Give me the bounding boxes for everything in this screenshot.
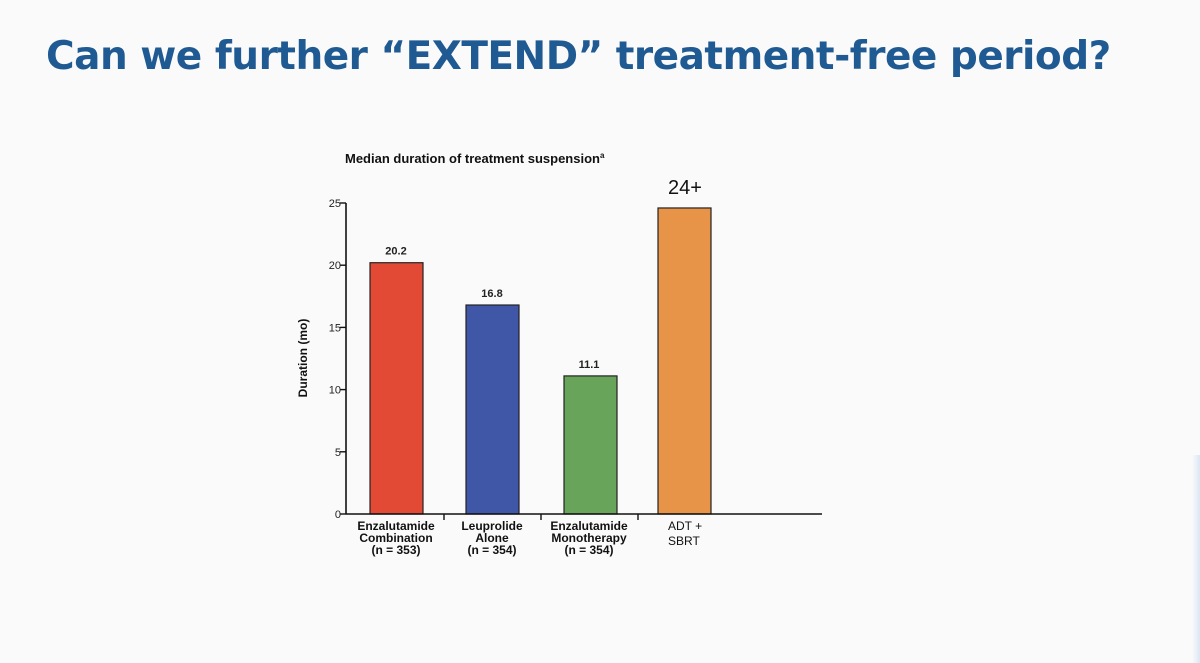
bar-value-label: 24+ — [668, 177, 702, 199]
x-category-label: Leuprolide Alone (n = 354) — [461, 519, 523, 557]
x-category-label: Enzalutamide Monotherapy (n = 354) — [550, 519, 628, 557]
y-axis: 0 5 10 15 20 25 Duration (mo) — [296, 198, 347, 521]
y-tick-label: 15 — [329, 322, 341, 334]
y-tick-label: 20 — [329, 260, 341, 272]
y-tick-label: 0 — [335, 509, 341, 521]
y-tick-label: 10 — [329, 385, 341, 397]
x-category-label-line: SBRT — [668, 534, 700, 548]
bar-value-label: 20.2 — [385, 246, 406, 258]
bar — [563, 375, 618, 515]
bars: 20.2 16.8 11.1 24+ — [369, 177, 712, 515]
bar — [369, 262, 424, 515]
bar-value-label: 11.1 — [579, 359, 600, 371]
x-category-label-line: Combination — [359, 531, 432, 545]
x-axis: Enzalutamide Combination (n = 353)Leuproli… — [346, 513, 822, 557]
x-category-label-line: Enzalutamide — [357, 519, 435, 533]
x-category-label: ADT + SBRT — [668, 519, 702, 548]
bar — [465, 304, 520, 515]
chart-title: Median duration of treatment suspensiona — [345, 151, 605, 166]
y-tick-label: 25 — [329, 198, 341, 210]
x-category-label-line: (n = 353) — [371, 543, 420, 557]
x-category-label-line: (n = 354) — [467, 543, 516, 557]
x-category-label-line: (n = 354) — [564, 543, 613, 557]
bar — [657, 207, 712, 515]
x-category-label: Enzalutamide Combination (n = 353) — [357, 519, 435, 557]
y-tick-label: 5 — [335, 447, 341, 459]
bar-value-label: 16.8 — [481, 288, 502, 300]
x-category-label-line: Alone — [475, 531, 509, 545]
x-category-label-line: Monotherapy — [551, 531, 627, 545]
x-category-label-line: ADT + — [668, 519, 702, 533]
y-axis-title: Duration (mo) — [296, 319, 310, 398]
slide-title: Can we further “EXTEND” treatment-free p… — [46, 34, 1111, 79]
chart-title-superscript: a — [600, 151, 605, 160]
x-category-label-line: Enzalutamide — [550, 519, 628, 533]
edge-accent — [1192, 455, 1200, 663]
x-category-label-line: Leuprolide — [461, 519, 523, 533]
